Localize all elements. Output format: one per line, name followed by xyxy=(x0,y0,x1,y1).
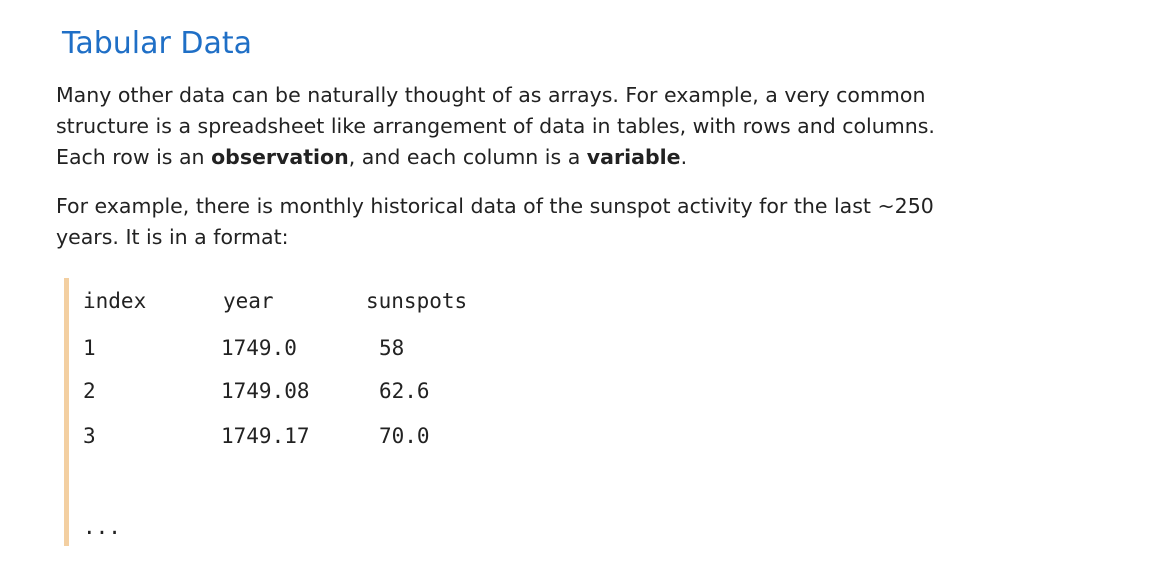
table-row: 3 1749.17 70.0 xyxy=(83,423,430,553)
intro-line-3-middle: , and each column is a xyxy=(348,145,587,169)
example-line-1: For example, there is monthly historical… xyxy=(56,194,934,218)
row-index: 3 xyxy=(83,424,96,448)
row-sunspots: 70.0 xyxy=(379,424,430,448)
intro-line-3-prefix: Each row is an xyxy=(56,145,212,169)
observation-term: observation xyxy=(211,145,349,169)
intro-paragraph: Many other data can be naturally thought… xyxy=(56,80,1056,173)
table-ellipsis: ... xyxy=(83,515,121,539)
intro-line-1: Many other data can be naturally thought… xyxy=(56,83,926,107)
header-year: year xyxy=(223,289,274,313)
row-index: 1 xyxy=(83,336,96,360)
header-index: index xyxy=(83,289,147,313)
row-sunspots: 58 xyxy=(379,336,405,360)
intro-line-3-suffix: . xyxy=(680,145,688,169)
row-sunspots: 62.6 xyxy=(379,379,430,403)
row-year: 1749.08 xyxy=(221,379,310,403)
table-row: 2 1749.08 62.6 xyxy=(83,378,430,508)
row-year: 1749.0 xyxy=(221,336,297,360)
example-line-2: years. It is in a format: xyxy=(56,225,289,249)
table-header-row: index year sunspots xyxy=(83,288,467,418)
page-title: Tabular Data xyxy=(62,26,253,61)
table-row: 1 1749.0 58 xyxy=(83,335,404,465)
row-year: 1749.17 xyxy=(221,424,310,448)
header-sunspots: sunspots xyxy=(366,289,468,313)
variable-term: variable xyxy=(586,145,681,169)
example-paragraph: For example, there is monthly historical… xyxy=(56,191,1056,253)
row-index: 2 xyxy=(83,379,96,403)
code-block: index year sunspots 1 1749.0 58 2 1749.0… xyxy=(64,278,669,546)
intro-line-2: structure is a spreadsheet like arrangem… xyxy=(56,114,935,138)
